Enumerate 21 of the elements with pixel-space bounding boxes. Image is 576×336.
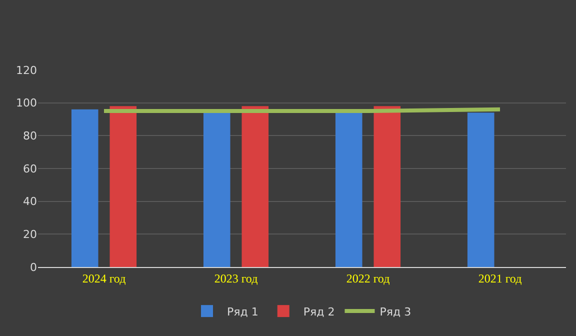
y-tick-label: 40: [23, 195, 37, 208]
y-tick-label: 120: [16, 64, 37, 77]
y-tick-label: 60: [23, 162, 37, 176]
bar: [335, 112, 362, 267]
bar: [467, 112, 494, 267]
bar: [71, 109, 98, 267]
y-tick-label: 80: [23, 130, 37, 143]
legend-label: Ряд 3: [380, 305, 412, 318]
x-tick-label: 2022 год: [346, 271, 390, 286]
legend-label: Ряд 2: [303, 305, 335, 318]
y-tick-label: 0: [30, 260, 37, 274]
y-tick-label: 100: [16, 96, 37, 110]
x-tick-label: 2023 год: [214, 271, 258, 286]
y-tick-label: 20: [23, 228, 37, 242]
x-tick-label: 2024 год: [82, 271, 126, 286]
bar: [110, 106, 137, 267]
bar: [242, 106, 269, 267]
x-tick-label: 2021 год: [478, 271, 522, 286]
legend-label: Ряд 1: [227, 305, 258, 318]
bar: [203, 112, 230, 267]
bar: [374, 106, 401, 267]
